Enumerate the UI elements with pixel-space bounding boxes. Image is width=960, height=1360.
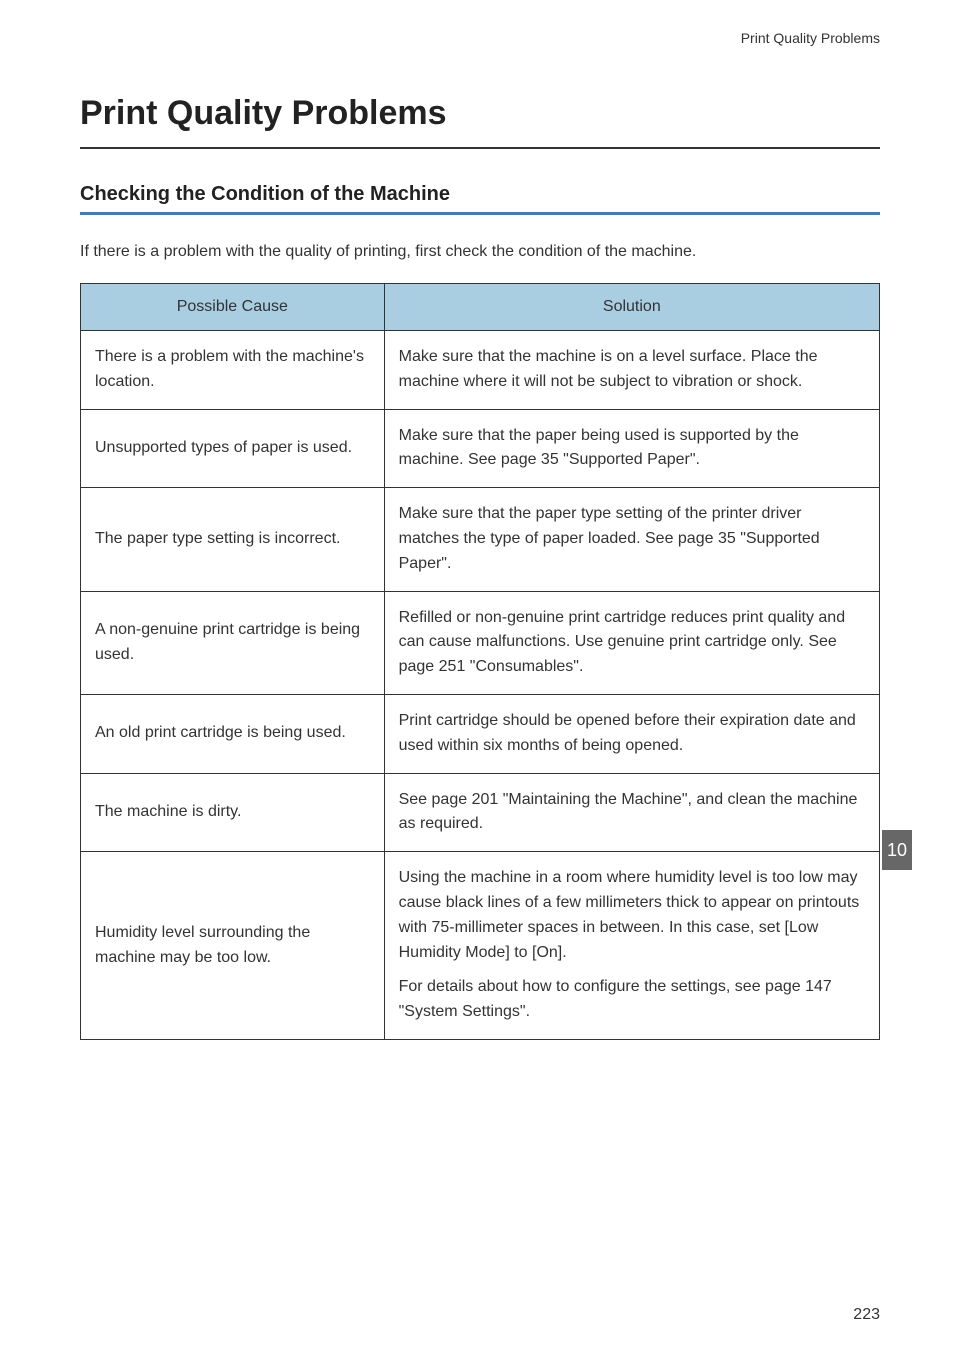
solution-paragraph: Make sure that the paper type setting of…: [399, 502, 865, 576]
cell-cause: There is a problem with the machine's lo…: [81, 331, 385, 410]
cell-solution: Make sure that the paper type setting of…: [384, 488, 879, 591]
table-row: A non-genuine print cartridge is being u…: [81, 591, 880, 694]
solution-paragraph: Using the machine in a room where humidi…: [399, 866, 865, 965]
section-underline: [80, 212, 880, 215]
cell-solution: Make sure that the paper being used is s…: [384, 409, 879, 488]
table-row: The machine is dirty. See page 201 "Main…: [81, 773, 880, 852]
troubleshooting-table: Possible Cause Solution There is a probl…: [80, 283, 880, 1040]
section-intro: If there is a problem with the quality o…: [80, 243, 880, 261]
cell-solution: See page 201 "Maintaining the Machine", …: [384, 773, 879, 852]
running-header: Print Quality Problems: [80, 30, 880, 46]
chapter-tab: 10: [882, 830, 912, 870]
table-header-row: Possible Cause Solution: [81, 284, 880, 331]
page-title: Print Quality Problems: [80, 94, 880, 133]
solution-paragraph: Print cartridge should be opened before …: [399, 709, 865, 759]
table-row: There is a problem with the machine's lo…: [81, 331, 880, 410]
solution-paragraph: See page 201 "Maintaining the Machine", …: [399, 788, 865, 838]
col-header-cause: Possible Cause: [81, 284, 385, 331]
solution-paragraph: Make sure that the paper being used is s…: [399, 424, 865, 474]
col-header-solution: Solution: [384, 284, 879, 331]
table-row: Humidity level surrounding the machine m…: [81, 852, 880, 1040]
table-row: An old print cartridge is being used. Pr…: [81, 694, 880, 773]
table-body: There is a problem with the machine's lo…: [81, 331, 880, 1040]
cell-solution: Print cartridge should be opened before …: [384, 694, 879, 773]
table-row: The paper type setting is incorrect. Mak…: [81, 488, 880, 591]
table-row: Unsupported types of paper is used. Make…: [81, 409, 880, 488]
cell-cause: Unsupported types of paper is used.: [81, 409, 385, 488]
page-number: 223: [853, 1306, 880, 1324]
title-underline: [80, 147, 880, 149]
cell-solution: Refilled or non-genuine print cartridge …: [384, 591, 879, 694]
solution-paragraph: Refilled or non-genuine print cartridge …: [399, 606, 865, 680]
solution-paragraph: For details about how to configure the s…: [399, 975, 865, 1025]
cell-solution: Using the machine in a room where humidi…: [384, 852, 879, 1040]
cell-cause: Humidity level surrounding the machine m…: [81, 852, 385, 1040]
cell-cause: A non-genuine print cartridge is being u…: [81, 591, 385, 694]
cell-solution: Make sure that the machine is on a level…: [384, 331, 879, 410]
cell-cause: The machine is dirty.: [81, 773, 385, 852]
section-heading: Checking the Condition of the Machine: [80, 183, 880, 206]
page-container: Print Quality Problems Print Quality Pro…: [0, 0, 960, 1360]
solution-paragraph: Make sure that the machine is on a level…: [399, 345, 865, 395]
cell-cause: The paper type setting is incorrect.: [81, 488, 385, 591]
cell-cause: An old print cartridge is being used.: [81, 694, 385, 773]
